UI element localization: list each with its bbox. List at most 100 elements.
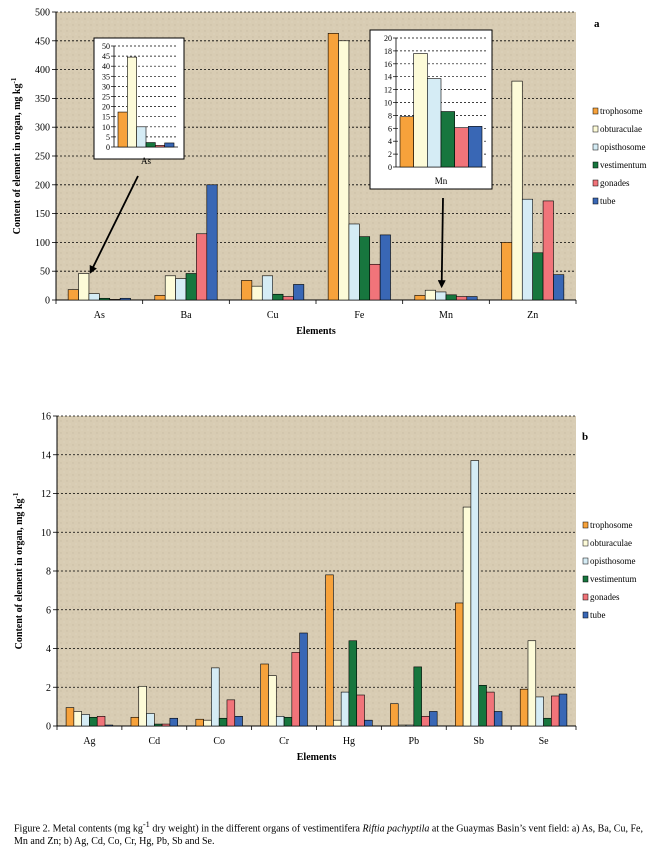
chart-b-bar-Se-vestimentum [543, 717, 552, 727]
chart-b-ytick-label: 2 [46, 683, 51, 694]
chart-a-x-axis-title: Elements [296, 326, 336, 337]
chart-b-legend-swatch-obturaculae [582, 539, 589, 547]
chart-a-legend-label-obturaculae: obturaculae [600, 124, 642, 134]
chart-b-legend-swatch-gonades [582, 593, 589, 601]
chart-a-mn-inset-ytick-label: 8 [388, 111, 392, 120]
chart-a-bar-Fe-vestimentum [359, 236, 371, 301]
chart-b-bar-Sb-tube [493, 711, 503, 727]
chart-b-legend-swatch-opisthosome [582, 557, 589, 565]
chart-b-xtick-label-Hg: Hg [343, 736, 355, 747]
chart-a-bar-Cu-obturaculae [251, 285, 263, 301]
chart-b-xtick-label-Se: Se [539, 736, 550, 747]
chart-a-bar-As-trophosome [67, 289, 79, 301]
chart-b-bar-Sb-vestimentum [478, 685, 487, 727]
chart-a-legend-swatch-vestimentum [592, 161, 599, 169]
chart-b-ytick-label: 8 [46, 567, 51, 578]
figure-caption: Figure 2. Metal contents (mg kg-1 dry we… [14, 818, 654, 848]
chart-a-bar-Zn-trophosome [501, 242, 513, 301]
chart-a-bar-Zn-opisthosome [521, 198, 533, 301]
chart-b-bar-Cd-vestimentum [154, 723, 163, 727]
chart-b-legend-label-trophosome: trophosome [590, 520, 633, 530]
chart-b-ytick-label: 10 [41, 528, 51, 539]
chart-a-bar-Fe-tube [379, 234, 391, 301]
chart-a-mn-inset-ytick-label: 16 [384, 60, 392, 69]
chart-b-panel-label: b [582, 431, 588, 443]
chart-a-bar-Mn-opisthosome [435, 291, 447, 301]
chart-a-as-inset-ytick-label: 35 [102, 72, 110, 81]
caption-suffix: at the Guaymas Basin’s vent field: a) As… [14, 823, 643, 848]
chart-a-as-inset-bar-obturaculae [127, 56, 137, 148]
chart-b-xtick-label-Co: Co [213, 736, 225, 747]
chart-a-mn-arrow [437, 197, 446, 289]
chart-a-xtick-label-Mn: Mn [439, 310, 453, 321]
chart-b-bar-Cd-opisthosome [146, 713, 155, 727]
chart-b-bar-Sb-gonades [486, 691, 495, 727]
chart-a-bar-Ba-trophosome [154, 295, 166, 301]
chart-a-bar-Cu-trophosome [241, 280, 253, 301]
chart-a-mn-inset-ytick-label: 0 [388, 163, 392, 172]
chart-a-as-inset-bar-trophosome [117, 111, 128, 148]
chart-b-bar-Cd-trophosome [130, 716, 140, 727]
chart-b-bar-Pb-gonades [421, 716, 430, 727]
chart-a-bar-Cu-opisthosome [261, 275, 273, 301]
chart-b-bar-Co-vestimentum [218, 717, 228, 727]
chart-a-mn-inset-ytick-label: 12 [384, 86, 392, 95]
chart-a-bar-Ba-gonades [196, 233, 208, 301]
chart-a-mn-inset-ytick-label: 20 [384, 34, 392, 43]
chart-b-bar-Pb-opisthosome [405, 724, 415, 727]
chart-b-bar-Hg-obturaculae [333, 719, 342, 727]
chart-b-y-axis-title-superscript: -1 [12, 492, 20, 498]
chart-b-bar-Co-obturaculae [203, 719, 212, 727]
chart-a-bar-As-tube [119, 297, 131, 301]
chart-a-xtick-label-Fe: Fe [354, 310, 365, 321]
chart-a-as-inset-bar-tube [164, 142, 175, 148]
chart-a-bar-As-opisthosome [88, 293, 100, 301]
chart-a-as-inset-bar-gonades [155, 145, 165, 148]
chart-b-legend-label-tube: tube [590, 610, 606, 620]
chart-b-legend-label-opisthosome: opisthosome [590, 556, 636, 566]
chart-a-as-arrow [89, 175, 139, 274]
chart-a-legend-label-tube: tube [600, 196, 616, 206]
caption-prefix: Figure 2. Metal contents (mg kg [14, 823, 143, 835]
chart-a-xtick-label-Ba: Ba [180, 310, 192, 321]
chart-a-y-axis-title-superscript: -1 [10, 77, 18, 83]
chart-b-bar-Sb-opisthosome [470, 460, 479, 727]
chart-a-as-inset-ytick-label: 0 [106, 143, 110, 152]
chart-b-bar-Cd-tube [169, 717, 178, 727]
chart-a-ytick-label: 100 [35, 238, 50, 249]
chart-b-bar-Sb-obturaculae [462, 506, 472, 727]
chart-a-bar-As-vestimentum [99, 297, 111, 301]
chart-b-bar-Hg-trophosome [325, 574, 334, 727]
chart-a-ytick-label: 250 [35, 152, 50, 163]
chart-b-bar-Cr-tube [299, 632, 308, 727]
chart-a-ytick-label: 0 [45, 296, 50, 307]
chart-a-ytick-label: 300 [35, 123, 50, 134]
chart-b-bar-Pb-tube [429, 711, 438, 727]
chart-b-bar-Ag-gonades [96, 716, 106, 727]
chart-a-bar-Mn-gonades [456, 296, 468, 301]
chart-a-bar-Ba-tube [206, 184, 218, 301]
chart-b-ytick-label: 12 [41, 489, 51, 500]
chart-b-bar-Pb-trophosome [390, 703, 399, 727]
chart-a-as-inset-ytick-label: 20 [102, 103, 110, 112]
chart-a-ytick-label: 500 [35, 8, 50, 19]
chart-a-as-inset-ytick-label: 30 [102, 82, 110, 91]
chart-a-mn-inset-bar-trophosome [399, 116, 414, 168]
chart-a-mn-inset-ytick-label: 14 [384, 73, 392, 82]
chart-a-legend-swatch-obturaculae [592, 125, 599, 133]
chart-a-mn-inset-bar-tube [468, 126, 483, 168]
chart-a-panel-label: a [594, 18, 600, 30]
chart-a-as-inset-ytick-label: 5 [106, 133, 110, 142]
chart-a-legend-label-vestimentum: vestimentum [600, 160, 647, 170]
chart-b-bar-Cr-trophosome [260, 663, 269, 727]
chart-a-bar-As-gonades [109, 299, 121, 301]
chart-a-ytick-label: 350 [35, 94, 50, 105]
chart-a-mn-inset-ytick-label: 18 [384, 47, 392, 56]
chart-a-legend-swatch-opisthosome [592, 143, 599, 151]
chart-a-as-inset-bar-vestimentum [145, 142, 156, 148]
chart-b-bar-Se-tube [558, 693, 568, 727]
chart-b-legend-label-vestimentum: vestimentum [590, 574, 637, 584]
chart-b-xtick-label-Cd: Cd [148, 736, 160, 747]
chart-a-ytick-label: 150 [35, 209, 50, 220]
